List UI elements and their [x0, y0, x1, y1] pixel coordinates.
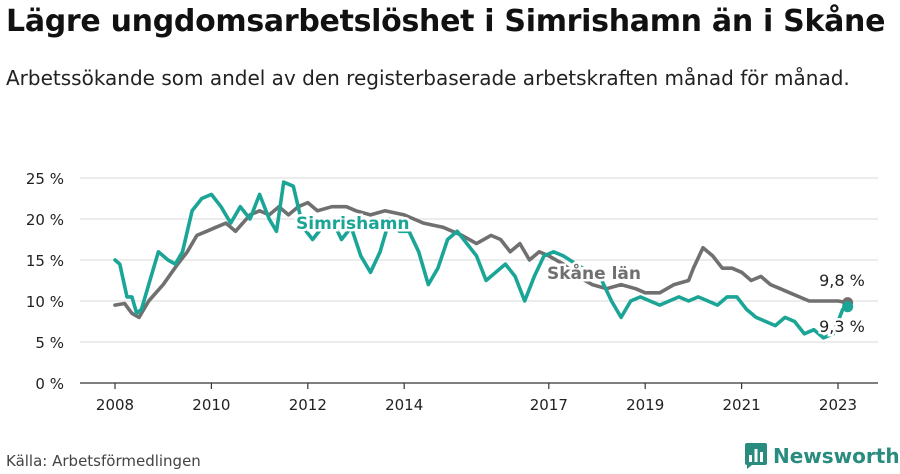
y-tick-label: 25 %: [26, 170, 64, 188]
y-tick-label: 0 %: [35, 375, 64, 393]
x-tick-label: 2010: [192, 396, 230, 414]
end-label-skane: 9,8 %: [819, 271, 865, 290]
series-line-simrishamn: [113, 180, 850, 340]
x-tick-label: 2014: [385, 396, 423, 414]
series-label-simrishamn: Simrishamn: [296, 214, 410, 234]
newsworthy-logo-icon: [745, 443, 767, 469]
x-tick-label: 2008: [96, 396, 134, 414]
x-tick-label: 2019: [626, 396, 664, 414]
y-tick-label: 20 %: [26, 211, 64, 229]
chart-subtitle: Arbetssökande som andel av den registerb…: [6, 66, 850, 90]
chart-title: Lägre ungdomsarbetslöshet i Simrishamn ä…: [6, 4, 886, 39]
y-tick-label: 5 %: [35, 334, 64, 352]
series-label-skane: Skåne län: [547, 262, 641, 284]
x-tick-label: 2021: [723, 396, 761, 414]
brand-name: Newsworthy: [773, 444, 900, 468]
series-lines: [113, 180, 854, 340]
x-axis: 2008 2010 2012 2014 2017 2019 2021 2023: [80, 382, 878, 414]
end-point-simrishamn: [842, 301, 854, 313]
y-tick-label: 10 %: [26, 293, 64, 311]
y-tick-label: 15 %: [26, 252, 64, 270]
x-tick-label: 2017: [530, 396, 568, 414]
y-axis-ticks: 0 % 5 % 10 % 15 % 20 % 25 %: [26, 170, 64, 393]
source-note: Källa: Arbetsförmedlingen: [6, 452, 201, 470]
x-tick-label: 2012: [289, 396, 327, 414]
series-line-sk-ne-l-n: [113, 200, 850, 320]
end-label-simrishamn: 9,3 %: [819, 317, 865, 336]
x-tick-label: 2023: [819, 396, 857, 414]
series-labels: Simrishamn Skåne län 9,8 % 9,3 %: [294, 212, 868, 339]
brand-logo: Newsworthy: [745, 443, 900, 469]
